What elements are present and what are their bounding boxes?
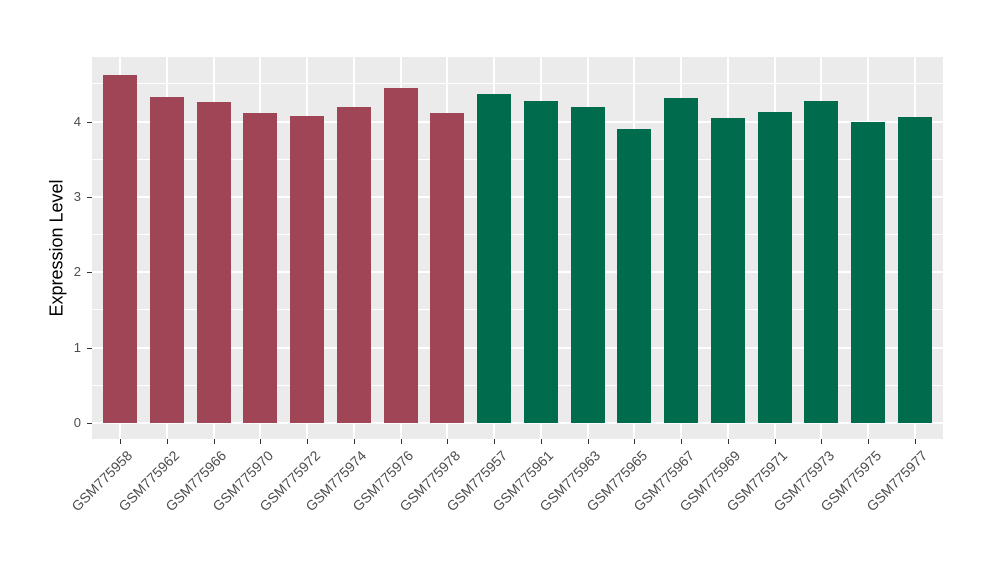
bar-GSM775974 (336, 106, 371, 423)
x-tick-mark (213, 439, 215, 444)
bar-GSM775965 (617, 129, 652, 423)
plot-panel (92, 57, 943, 439)
x-tick-mark (307, 439, 309, 444)
x-tick-mark (914, 439, 916, 444)
gridline-minor-h (92, 158, 943, 160)
x-tick-mark (494, 439, 496, 444)
x-tick-mark (587, 439, 589, 444)
bar-GSM775963 (570, 106, 605, 423)
y-tick-mark (87, 196, 92, 198)
y-tick-label: 4 (73, 113, 81, 129)
bar-GSM775967 (664, 98, 699, 423)
bar-GSM775973 (804, 100, 839, 423)
gridline-minor-h (92, 83, 943, 85)
bar-GSM775978 (430, 112, 465, 423)
bar-GSM775976 (383, 87, 418, 423)
y-tick-label: 3 (73, 188, 81, 204)
gridline-minor-h (92, 309, 943, 311)
x-tick-mark (681, 439, 683, 444)
x-tick-mark (540, 439, 542, 444)
gridline-major-h (92, 195, 943, 198)
bar-GSM775977 (897, 117, 932, 423)
bar-GSM775962 (149, 97, 184, 423)
bar-GSM775957 (477, 93, 512, 423)
y-tick-mark (87, 272, 92, 274)
x-tick-mark (400, 439, 402, 444)
x-tick-mark (727, 439, 729, 444)
bar-GSM775969 (710, 117, 745, 423)
x-tick-mark (260, 439, 262, 444)
x-tick-mark (634, 439, 636, 444)
y-tick-label: 0 (73, 415, 81, 430)
gridline-major-h (92, 422, 943, 424)
y-tick-label: 1 (73, 339, 81, 355)
x-tick-mark (774, 439, 776, 444)
x-tick-mark (166, 439, 168, 444)
x-tick-mark (353, 439, 355, 444)
y-tick-mark (87, 347, 92, 349)
x-tick-mark (868, 439, 870, 444)
bar-GSM775971 (757, 111, 792, 423)
gridline-minor-h (92, 234, 943, 236)
gridline-major-h (92, 346, 943, 349)
x-tick-mark (447, 439, 449, 444)
x-tick-mark (821, 439, 823, 444)
x-tick-mark (120, 439, 122, 444)
bar-GSM775958 (103, 74, 138, 423)
y-tick-mark (87, 423, 92, 424)
bar-GSM775966 (196, 102, 231, 423)
y-tick-label: 2 (73, 264, 81, 280)
bar-GSM775970 (243, 113, 278, 423)
gridline-minor-h (92, 384, 943, 386)
gridline-major-h (92, 120, 943, 123)
bar-GSM775975 (851, 121, 886, 423)
bar-GSM775972 (290, 115, 325, 423)
y-tick-mark (87, 121, 92, 123)
gridline-major-h (92, 271, 943, 274)
bar-GSM775961 (523, 101, 558, 423)
